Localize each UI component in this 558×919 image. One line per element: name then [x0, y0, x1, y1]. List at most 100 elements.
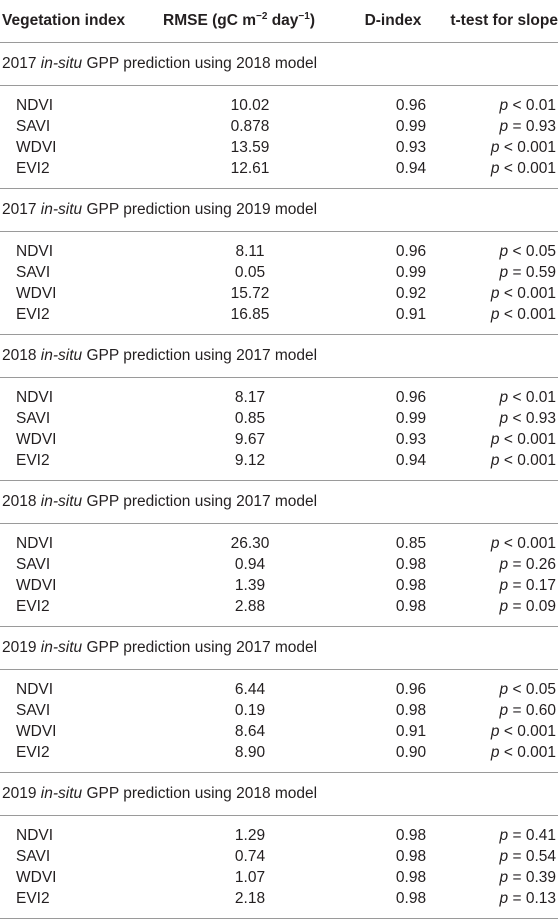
- p-relation: < 0.001: [499, 534, 556, 552]
- table-row: EVI2 16.85 0.91 p < 0.001: [0, 304, 558, 335]
- table-group: 2018 in-situ GPP prediction using 2017 m…: [0, 480, 558, 627]
- rmse-cell: 1.29: [234, 826, 266, 844]
- d-index-cell: 0.94: [395, 451, 427, 469]
- d-index-cell: 0.98: [395, 701, 427, 719]
- vegetation-index-cell: SAVI: [16, 701, 51, 719]
- section-title-suffix: GPP prediction using 2018 model: [82, 55, 318, 72]
- section-title-suffix: GPP prediction using 2019 model: [82, 201, 318, 218]
- table-row: EVI2 12.61 0.94 p < 0.001: [0, 158, 558, 189]
- table-row: EVI2 2.18 0.98 p = 0.13: [0, 888, 558, 919]
- table-row: SAVI 0.19 0.98 p = 0.60: [0, 700, 558, 721]
- p-relation: = 0.41: [508, 826, 556, 844]
- p-relation: < 0.93: [508, 409, 556, 427]
- p-relation: < 0.01: [508, 96, 556, 114]
- vegetation-index-cell: SAVI: [16, 117, 51, 135]
- d-index-cell: 0.91: [395, 305, 427, 323]
- rmse-cell: 1.39: [234, 576, 266, 594]
- d-index-cell: 0.96: [395, 96, 427, 114]
- rmse-cell: 0.05: [234, 263, 266, 281]
- t-test-cell: p < 0.01: [448, 86, 558, 117]
- d-index-cell: 0.98: [395, 847, 427, 865]
- header-t-test: t-test for slope: [448, 0, 558, 43]
- t-test-cell: p < 0.001: [448, 283, 558, 304]
- p-symbol: p: [490, 159, 500, 177]
- t-test-cell: p < 0.001: [448, 524, 558, 555]
- t-test-cell: p < 0.001: [448, 742, 558, 773]
- d-index-cell: 0.99: [395, 409, 427, 427]
- section-header-row: 2017 in-situ GPP prediction using 2018 m…: [0, 42, 558, 86]
- rmse-cell: 10.02: [230, 96, 270, 114]
- vegetation-index-cell: EVI2: [16, 159, 50, 177]
- table-row: NDVI 8.17 0.96 p < 0.01: [0, 378, 558, 409]
- header-d-index: D-index: [338, 0, 448, 43]
- d-index-cell: 0.98: [395, 576, 427, 594]
- rmse-cell: 1.07: [234, 868, 266, 886]
- table-group: 2018 in-situ GPP prediction using 2017 m…: [0, 334, 558, 481]
- p-symbol: p: [499, 889, 509, 907]
- rmse-cell: 16.85: [230, 305, 270, 323]
- p-symbol: p: [490, 743, 500, 761]
- vegetation-index-cell: NDVI: [16, 534, 54, 552]
- p-symbol: p: [499, 847, 509, 865]
- table-row: WDVI 8.64 0.91 p < 0.001: [0, 721, 558, 742]
- d-index-cell: 0.96: [395, 242, 427, 260]
- t-test-cell: p < 0.001: [448, 450, 558, 481]
- t-test-cell: p < 0.001: [448, 721, 558, 742]
- rmse-cell: 9.12: [234, 451, 266, 469]
- d-index-cell: 0.92: [395, 284, 427, 302]
- rmse-cell: 6.44: [234, 680, 266, 698]
- p-relation: < 0.001: [499, 743, 556, 761]
- rmse-cell: 8.11: [235, 242, 265, 260]
- table-row: SAVI 0.74 0.98 p = 0.54: [0, 846, 558, 867]
- d-index-cell: 0.96: [395, 388, 427, 406]
- table-group: 2017 in-situ GPP prediction using 2018 m…: [0, 42, 558, 189]
- p-symbol: p: [499, 701, 509, 719]
- table-row: EVI2 8.90 0.90 p < 0.001: [0, 742, 558, 773]
- rmse-cell: 9.67: [234, 430, 266, 448]
- t-test-cell: p = 0.39: [448, 867, 558, 888]
- d-index-cell: 0.90: [395, 743, 427, 761]
- t-test-cell: p < 0.01: [448, 378, 558, 409]
- vegetation-index-cell: WDVI: [16, 284, 57, 302]
- vegetation-index-cell: SAVI: [16, 847, 51, 865]
- p-symbol: p: [499, 597, 509, 615]
- section-title-prefix: 2017: [2, 55, 41, 72]
- p-symbol: p: [490, 451, 500, 469]
- t-test-cell: p < 0.001: [448, 158, 558, 189]
- d-index-cell: 0.98: [395, 555, 427, 573]
- p-symbol: p: [499, 826, 509, 844]
- vegetation-index-cell: EVI2: [16, 451, 50, 469]
- vegetation-index-cell: EVI2: [16, 597, 50, 615]
- table-row: WDVI 1.39 0.98 p = 0.17: [0, 575, 558, 596]
- vegetation-index-cell: EVI2: [0, 888, 140, 919]
- p-symbol: p: [490, 305, 500, 323]
- section-title: 2019 in-situ GPP prediction using 2018 m…: [0, 772, 558, 816]
- table-row: EVI2 2.88 0.98 p = 0.09: [0, 596, 558, 627]
- header-vegetation-index: Vegetation index: [0, 0, 140, 43]
- vegetation-index-cell: WDVI: [16, 138, 57, 156]
- t-test-cell: p < 0.05: [448, 670, 558, 701]
- section-header-row: 2018 in-situ GPP prediction using 2017 m…: [0, 334, 558, 378]
- rmse-cell: 8.64: [234, 722, 266, 740]
- section-title-suffix: GPP prediction using 2017 model: [82, 639, 318, 656]
- vegetation-index-cell: WDVI: [16, 430, 57, 448]
- d-index-cell: 0.98: [395, 597, 427, 615]
- table-row: WDVI 1.07 0.98 p = 0.39: [0, 867, 558, 888]
- t-test-cell: p = 0.54: [448, 846, 558, 867]
- rmse-cell: 2.88: [234, 597, 266, 615]
- section-header-row: 2018 in-situ GPP prediction using 2017 m…: [0, 480, 558, 524]
- p-relation: < 0.001: [499, 430, 556, 448]
- rmse-cell: 0.74: [234, 847, 266, 865]
- d-index-cell: 0.98: [395, 826, 427, 844]
- table-row: SAVI 0.94 0.98 p = 0.26: [0, 554, 558, 575]
- p-relation: = 0.59: [508, 263, 556, 281]
- p-symbol: p: [490, 534, 500, 552]
- section-title: 2018 in-situ GPP prediction using 2017 m…: [0, 480, 558, 524]
- t-test-cell: p = 0.60: [448, 700, 558, 721]
- table-group: 2019 in-situ GPP prediction using 2018 m…: [0, 772, 558, 919]
- p-relation: < 0.001: [499, 284, 556, 302]
- vegetation-index-cell: NDVI: [16, 826, 54, 844]
- table-row: EVI2 9.12 0.94 p < 0.001: [0, 450, 558, 481]
- p-relation: < 0.001: [499, 305, 556, 323]
